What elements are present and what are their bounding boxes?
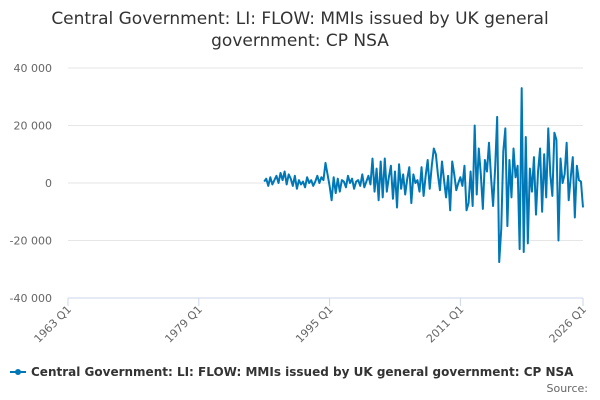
y-tick-label: 40 000 [14, 62, 53, 75]
y-tick-label: 20 000 [14, 120, 53, 133]
y-tick-label: -20 000 [10, 235, 52, 248]
x-tick-label: 1963 Q1 [32, 303, 75, 346]
y-tick-label: -40 000 [10, 292, 52, 305]
series-line [263, 87, 584, 264]
source: Source: [547, 382, 589, 395]
legend-label: Central Government: LI: FLOW: MMIs issue… [31, 365, 574, 379]
x-tick-label: 2026 Q1 [547, 303, 590, 346]
x-tick-label: 1995 Q1 [293, 303, 336, 346]
title-line: government: CP NSA [211, 31, 389, 51]
title-line: Central Government: LI: FLOW: MMIs issue… [51, 9, 548, 29]
chart-title: Central Government: LI: FLOW: MMIs issue… [51, 9, 548, 51]
x-tick-label: 2011 Q1 [424, 303, 467, 346]
legend-symbol [15, 369, 21, 375]
y-tick-label: 0 [45, 177, 52, 190]
x-tick-label: 1979 Q1 [162, 303, 205, 346]
